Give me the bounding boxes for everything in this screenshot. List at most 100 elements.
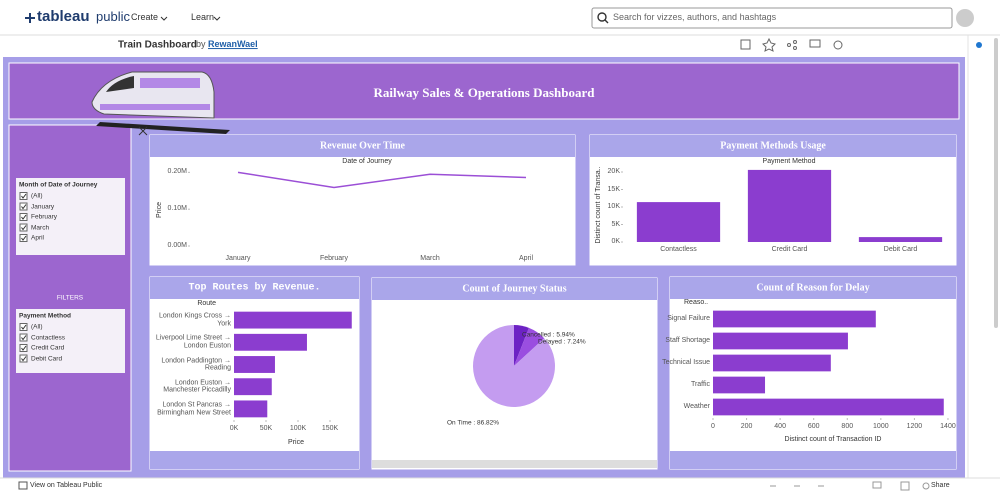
logo-suffix[interactable]: public — [96, 8, 130, 24]
x-tick-label: 600 — [807, 423, 820, 431]
checkbox — [19, 223, 28, 232]
bar — [713, 310, 876, 328]
footer-bar — [0, 478, 1000, 498]
x-tick-label: 400 — [774, 423, 786, 431]
dashboard-title: Railway Sales & Operations Dashboard — [373, 84, 595, 100]
category-label: Weather — [683, 403, 710, 411]
search-icon — [597, 12, 607, 22]
filter-box — [16, 178, 125, 255]
category-label: London St Pancras → Birmingham New Stree… — [157, 401, 231, 416]
data-label: On Time : 86.82% — [447, 419, 500, 427]
toolbar-icons[interactable] — [740, 37, 843, 52]
panel-header — [150, 135, 575, 157]
x-tick-label: February — [319, 255, 349, 263]
panel — [149, 276, 360, 470]
x-tick-label: April — [518, 255, 534, 263]
checkbox — [19, 192, 28, 200]
view-link[interactable]: View on Tableau Public — [30, 482, 103, 490]
x-tick-label: 150K — [321, 425, 339, 433]
checkbox — [19, 234, 28, 242]
x-tick-label: 1000 — [873, 423, 889, 431]
y-axis-label: Reaso.. — [684, 299, 709, 307]
filter-title: Month of Date of Journey — [19, 181, 98, 189]
x-axis-label: Payment Method — [762, 158, 816, 166]
checkbox — [19, 202, 28, 211]
logo[interactable]: tableau — [37, 7, 90, 25]
checkbox — [19, 333, 28, 342]
x-tick-label: Debit Card — [883, 246, 918, 254]
menu-item[interactable]: Learn — [191, 12, 215, 23]
y-axis-label: Price — [156, 202, 164, 218]
filter-box — [16, 309, 125, 373]
chart-title: Payment Methods Usage — [720, 140, 826, 152]
train-image — [91, 71, 230, 134]
viz-title: Train Dashboard — [118, 39, 197, 51]
x-axis-label: Date of Journey — [342, 158, 392, 166]
bar — [234, 311, 352, 329]
filter-item: February — [31, 213, 58, 221]
filter-item: (All) — [31, 323, 43, 331]
by: by — [196, 39, 206, 50]
search-box[interactable] — [591, 7, 953, 29]
filter-item: Debit Card — [31, 354, 63, 362]
x-tick-label: 1400 — [940, 423, 956, 431]
x-tick-label: Contactless — [660, 246, 697, 254]
x-tick-label: January — [225, 255, 251, 263]
bar — [713, 398, 944, 416]
y-tick-label: 0.20M — [167, 168, 187, 176]
line — [237, 171, 527, 189]
pie-slice — [514, 327, 545, 366]
footer-icons[interactable] — [770, 481, 930, 491]
bar — [713, 332, 848, 350]
x-tick-label: 800 — [841, 423, 854, 431]
y-axis-label: Distinct count of Transa.. — [595, 166, 603, 244]
x-axis-label: Distinct count of Transaction ID — [784, 436, 882, 444]
checkmark — [21, 356, 27, 362]
search-placeholder[interactable]: Search for vizzes, authors, and hashtags — [613, 12, 777, 23]
filter-item: Contactless — [31, 333, 65, 341]
bar — [234, 333, 307, 351]
panel-header — [670, 277, 956, 299]
x-tick-label: 100K — [289, 425, 307, 433]
filter-item: March — [31, 223, 50, 231]
share[interactable]: Share — [931, 482, 950, 490]
bar — [713, 376, 766, 394]
close-icon[interactable] — [138, 126, 148, 136]
checkmark — [21, 345, 27, 351]
y-axis-label: Route — [197, 300, 216, 308]
chart-title: Top Routes by Revenue. — [188, 282, 321, 294]
filter-title: Payment Method — [19, 312, 72, 320]
checkbox — [19, 344, 28, 352]
chart-title: Count of Reason for Delay — [756, 282, 870, 294]
x-tick-label: 200 — [740, 423, 753, 431]
category-label: London Euston → Manchester Piccadilly — [163, 379, 231, 394]
author[interactable]: RewanWael — [208, 39, 258, 50]
pie-slice — [514, 325, 529, 366]
panel-header — [590, 135, 956, 157]
y-tick-label: 0.00M — [167, 242, 187, 250]
bottom-strip — [670, 451, 956, 469]
bar — [234, 356, 275, 373]
scrollbar — [994, 38, 998, 328]
checkmark — [21, 225, 27, 231]
panel-header — [372, 278, 657, 300]
panel-header — [150, 277, 359, 299]
scrollbar — [372, 460, 657, 468]
logo-icon — [25, 13, 35, 23]
checkmark — [21, 193, 27, 199]
x-tick-label: 0K — [229, 425, 239, 433]
checkbox — [19, 213, 28, 221]
chart-title: Count of Journey Status — [462, 283, 567, 295]
info-icon[interactable] — [976, 42, 982, 48]
x-tick-label: 1200 — [906, 423, 923, 431]
data-label: Delayed : 7.24% — [538, 338, 586, 346]
y-tick-label: 0K — [611, 238, 620, 246]
avatar[interactable] — [956, 9, 974, 27]
chevrons — [160, 16, 221, 21]
menu-item[interactable]: Create — [131, 12, 159, 23]
bar — [234, 378, 272, 396]
search-icon — [604, 19, 609, 24]
y-tick-label: 0.10M — [167, 205, 187, 213]
bottom-strip — [150, 451, 359, 469]
